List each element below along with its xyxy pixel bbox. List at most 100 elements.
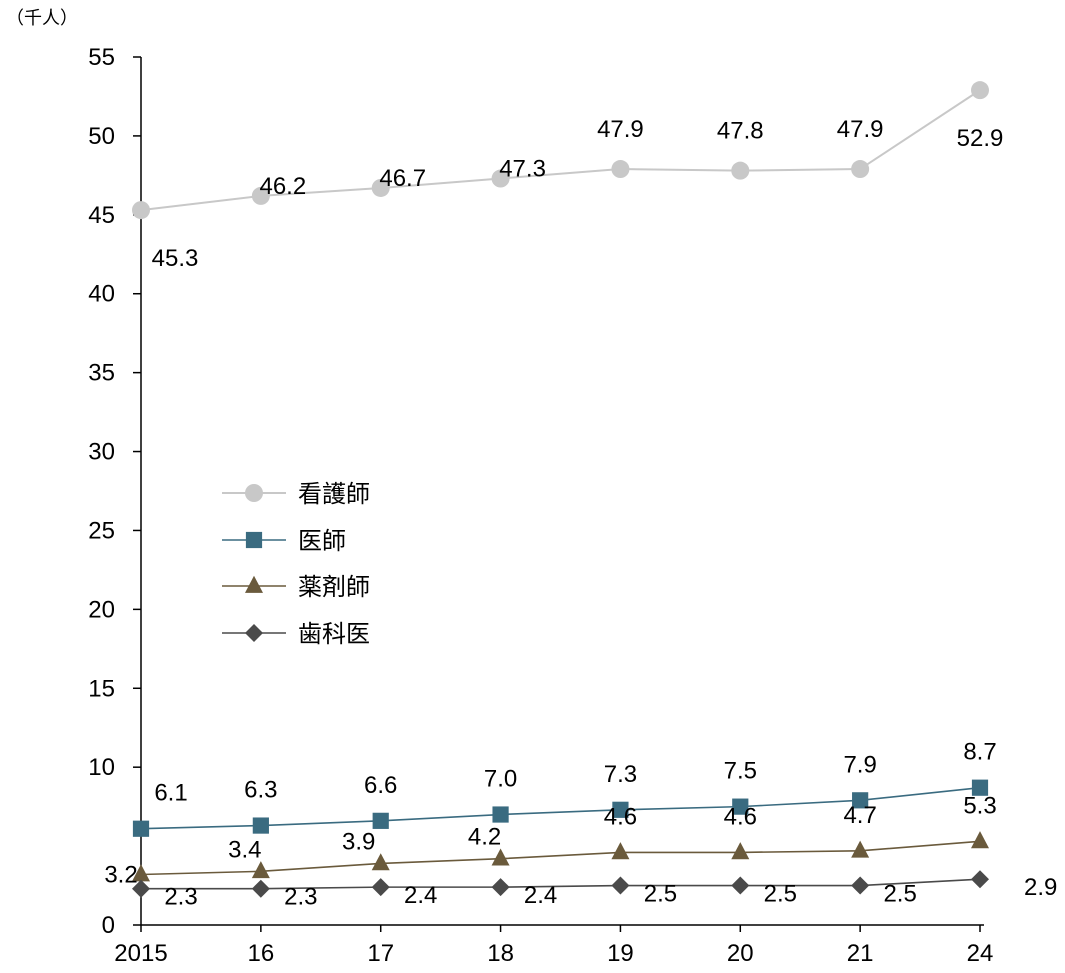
legend-item-2: 薬剤師 xyxy=(222,574,370,601)
data-point xyxy=(971,870,989,889)
x-tick-label: 24 xyxy=(967,940,994,967)
data-label: 2.4 xyxy=(404,882,437,909)
data-point xyxy=(252,817,269,834)
data-label: 5.3 xyxy=(963,792,996,819)
y-tick-label: 35 xyxy=(88,360,115,387)
data-point xyxy=(971,779,989,796)
data-point xyxy=(611,160,630,179)
x-tick-label: 17 xyxy=(367,940,394,967)
y-tick-label: 15 xyxy=(88,675,115,702)
data-point xyxy=(132,820,150,837)
series-2 xyxy=(132,831,989,882)
data-point xyxy=(851,840,870,858)
data-point xyxy=(132,879,150,898)
data-label: 3.2 xyxy=(104,861,137,888)
series-line xyxy=(140,89,981,212)
data-point xyxy=(371,178,390,197)
data-point xyxy=(491,848,510,866)
data-point xyxy=(491,878,510,897)
data-point xyxy=(132,201,150,220)
data-label: 47.9 xyxy=(837,116,884,143)
y-tick-label: 20 xyxy=(88,596,115,623)
legend-label: 薬剤師 xyxy=(298,574,370,601)
data-point xyxy=(372,812,389,829)
legend-label: 歯科医 xyxy=(298,621,370,648)
legend-item-3: 歯科医 xyxy=(222,621,370,648)
series-layer xyxy=(132,81,989,898)
legend-marker xyxy=(245,484,263,502)
data-point xyxy=(971,81,989,100)
data-label: 2.3 xyxy=(284,884,317,911)
data-point xyxy=(611,876,630,895)
y-tick-label: 10 xyxy=(88,754,115,781)
data-label: 46.2 xyxy=(259,173,306,200)
data-label: 2.5 xyxy=(764,881,797,908)
data-label: 7.0 xyxy=(484,766,517,793)
data-label: 3.4 xyxy=(228,836,261,863)
y-tick-label: 30 xyxy=(88,439,115,466)
data-point xyxy=(251,186,270,205)
y-axis-unit-label: （千人） xyxy=(6,8,78,28)
y-tick-label: 55 xyxy=(88,44,115,71)
x-tick-label: 2015 xyxy=(114,940,167,967)
data-point xyxy=(251,861,270,879)
y-tick-label: 45 xyxy=(88,202,115,229)
data-label: 2.9 xyxy=(1024,874,1057,901)
data-point xyxy=(371,853,390,871)
data-point xyxy=(852,792,869,809)
data-point xyxy=(731,161,750,180)
legend-item-0: 看護師 xyxy=(222,481,370,508)
data-label: 3.9 xyxy=(342,828,375,855)
y-tick-label: 25 xyxy=(88,517,115,544)
data-label: 2.5 xyxy=(644,881,677,908)
data-point xyxy=(731,842,750,860)
data-label: 45.3 xyxy=(152,245,199,272)
data-label: 4.7 xyxy=(843,802,876,829)
data-point xyxy=(732,798,749,815)
series-1 xyxy=(132,779,989,837)
data-label: 47.3 xyxy=(499,156,546,183)
legend-item-1: 医師 xyxy=(222,528,346,555)
data-label: 2.5 xyxy=(883,881,916,908)
data-point xyxy=(611,842,630,860)
legend-marker xyxy=(245,575,263,593)
data-label: 7.5 xyxy=(724,758,757,785)
x-tick-label: 20 xyxy=(727,940,754,967)
data-point xyxy=(851,160,870,179)
data-point xyxy=(132,864,150,882)
data-label: 2.4 xyxy=(524,882,557,909)
data-label: 47.8 xyxy=(717,118,764,145)
series-line xyxy=(141,878,981,890)
data-label: 46.7 xyxy=(379,165,426,192)
axes: 0 10 15 20 25 30 35 40 45 50 55 2015 16 17 18 19 20 21 24 xyxy=(88,44,993,967)
x-tick-label: 21 xyxy=(847,940,874,967)
series-line xyxy=(140,840,981,876)
data-label: 6.1 xyxy=(154,780,187,807)
data-label: 4.6 xyxy=(604,803,637,830)
data-point xyxy=(731,876,750,895)
data-label: 7.3 xyxy=(604,761,637,788)
data-point xyxy=(612,801,629,818)
data-point xyxy=(971,831,989,849)
x-tick-label: 18 xyxy=(487,940,514,967)
x-tick-label: 19 xyxy=(607,940,634,967)
data-labels-layer: 45.3 46.2 46.7 47.3 47.9 47.8 47.9 52.9 6.1 6.3 6.… xyxy=(104,116,1057,911)
data-point xyxy=(491,169,510,188)
data-point xyxy=(851,876,870,895)
legend-label: 看護師 xyxy=(298,481,370,508)
y-tick-label: 50 xyxy=(88,123,115,150)
data-point xyxy=(251,879,270,898)
y-tick-label: 0 xyxy=(102,912,115,939)
data-label: 4.2 xyxy=(468,824,501,851)
data-label: 4.6 xyxy=(724,803,757,830)
series-0 xyxy=(132,81,989,220)
legend-marker xyxy=(245,531,263,549)
data-point xyxy=(371,878,390,897)
series-line xyxy=(140,786,981,830)
legend-label: 医師 xyxy=(298,528,346,555)
data-label: 8.7 xyxy=(963,739,996,766)
data-label: 7.9 xyxy=(843,751,876,778)
